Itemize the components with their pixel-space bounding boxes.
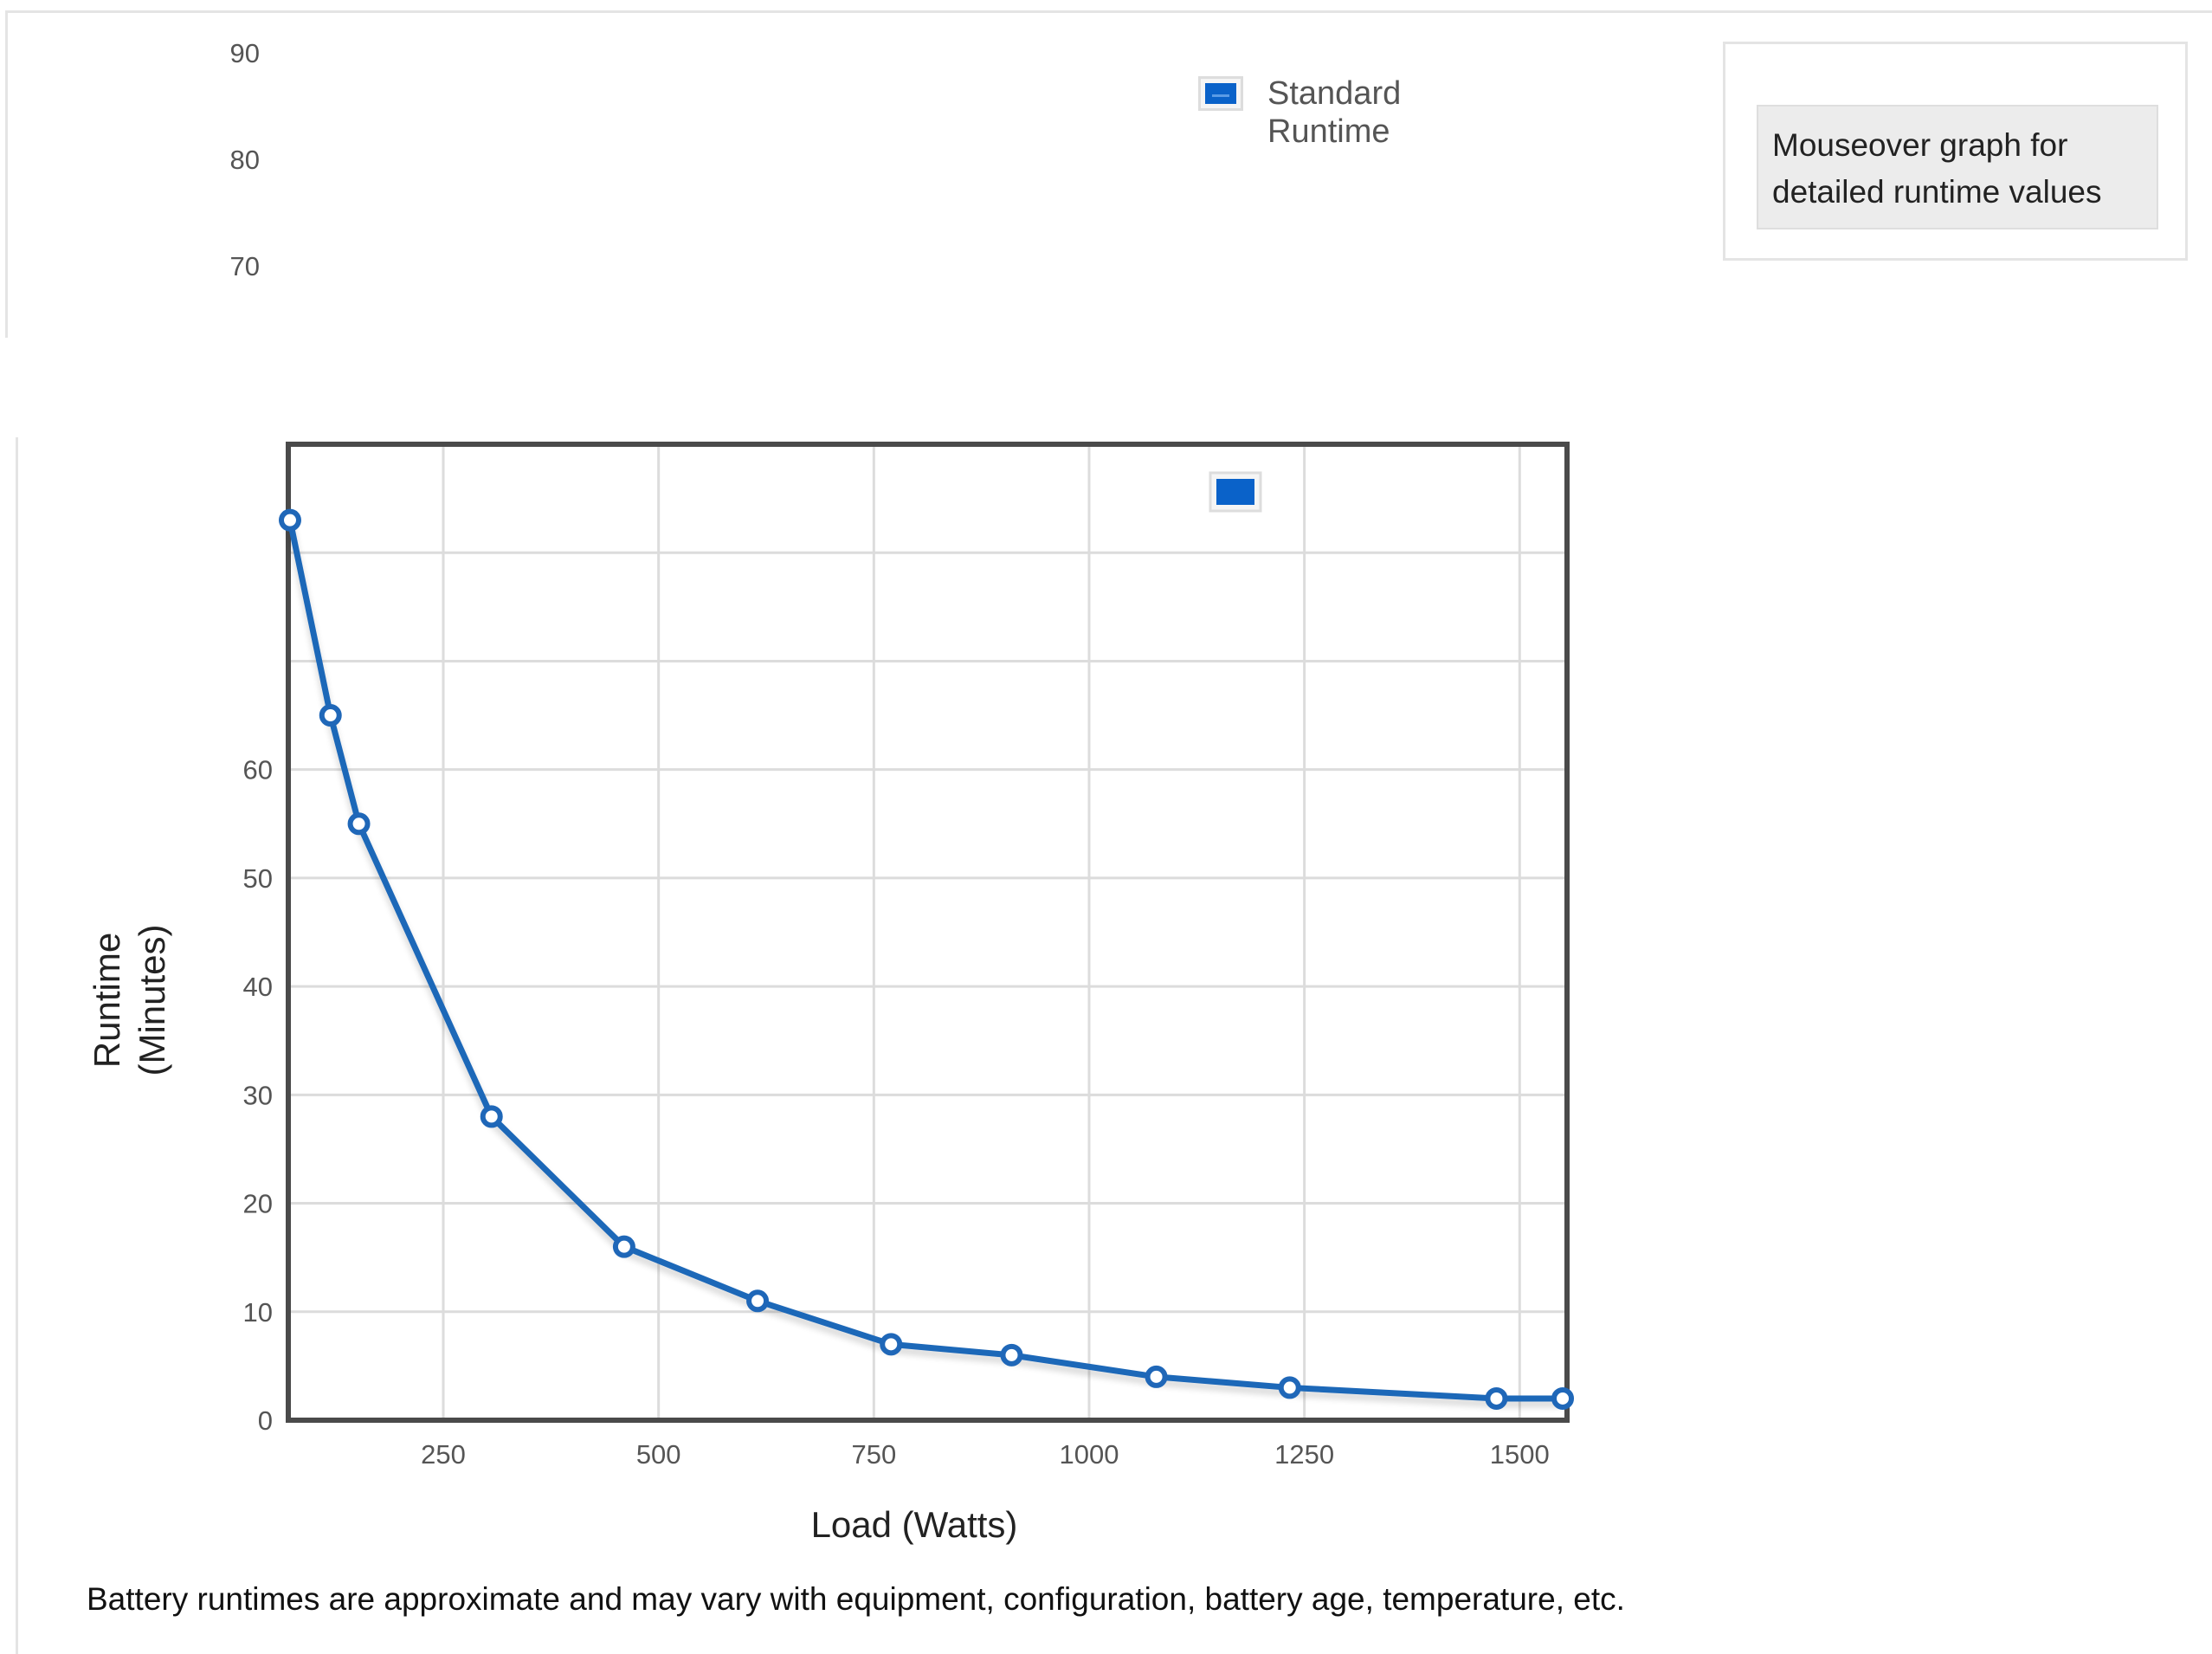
y-tick-label: 20 (243, 1189, 273, 1219)
y-tick-label: 10 (243, 1297, 273, 1328)
y-axis-title-line-2: (Minutes) (132, 924, 172, 1076)
legend-label: Standard Runtime (1267, 75, 1402, 150)
data-point[interactable] (880, 1333, 903, 1356)
y-tick-label: 30 (243, 1080, 273, 1110)
top-y-tick-90: 90 (229, 38, 260, 68)
data-point[interactable] (1278, 1376, 1301, 1399)
series[interactable] (278, 508, 1575, 1410)
legend-swatch-icon (1198, 76, 1243, 111)
mouseover-hint: Mouseover graph for detailed runtime val… (1757, 105, 2158, 229)
x-tick-label: 750 (851, 1439, 896, 1470)
x-tick-label: 250 (421, 1439, 466, 1470)
plot-border (286, 442, 1570, 1423)
grid (288, 444, 1567, 1420)
top-y-tick-70: 70 (229, 251, 260, 281)
data-point[interactable] (1145, 1365, 1168, 1388)
data-point[interactable] (480, 1105, 503, 1128)
y-tick-label: 0 (258, 1405, 273, 1436)
x-axis-title: Load (Watts) (811, 1504, 1018, 1545)
y-tick-label: 40 (243, 972, 273, 1002)
info-box: Mouseover graph for detailed runtime val… (1723, 42, 2188, 261)
data-point[interactable] (612, 1235, 635, 1258)
series-line[interactable] (287, 519, 1564, 1402)
main-chart-frame (16, 437, 2212, 1654)
x-tick-label: 1250 (1274, 1439, 1334, 1470)
data-point[interactable] (1485, 1386, 1508, 1410)
inner-legend[interactable] (1209, 471, 1262, 513)
top-chart-strip (5, 10, 2212, 338)
x-tick-label: 1500 (1490, 1439, 1550, 1470)
tick-labels: 250 500 750 1000 1250 1500 0 10 20 30 40 50 60 (243, 755, 1550, 1470)
data-point[interactable] (746, 1289, 770, 1313)
y-axis-title-line-1: Runtime (87, 933, 127, 1068)
y-tick-label: 50 (243, 863, 273, 894)
runtime-disclaimer: Battery runtimes are approximate and may… (87, 1581, 1625, 1617)
x-tick-label: 500 (636, 1439, 681, 1470)
inner-legend-swatch-fill (1216, 479, 1254, 505)
data-point[interactable] (319, 704, 342, 727)
x-tick-label: 1000 (1060, 1439, 1119, 1470)
y-tick-label: 60 (243, 755, 273, 785)
y-axis-title: Runtime (Minutes) (87, 924, 172, 1076)
data-point[interactable] (1000, 1343, 1023, 1366)
top-y-tick-80: 80 (229, 145, 260, 175)
data-point[interactable] (1551, 1386, 1575, 1410)
data-point[interactable] (278, 508, 301, 532)
data-point[interactable] (347, 812, 371, 836)
